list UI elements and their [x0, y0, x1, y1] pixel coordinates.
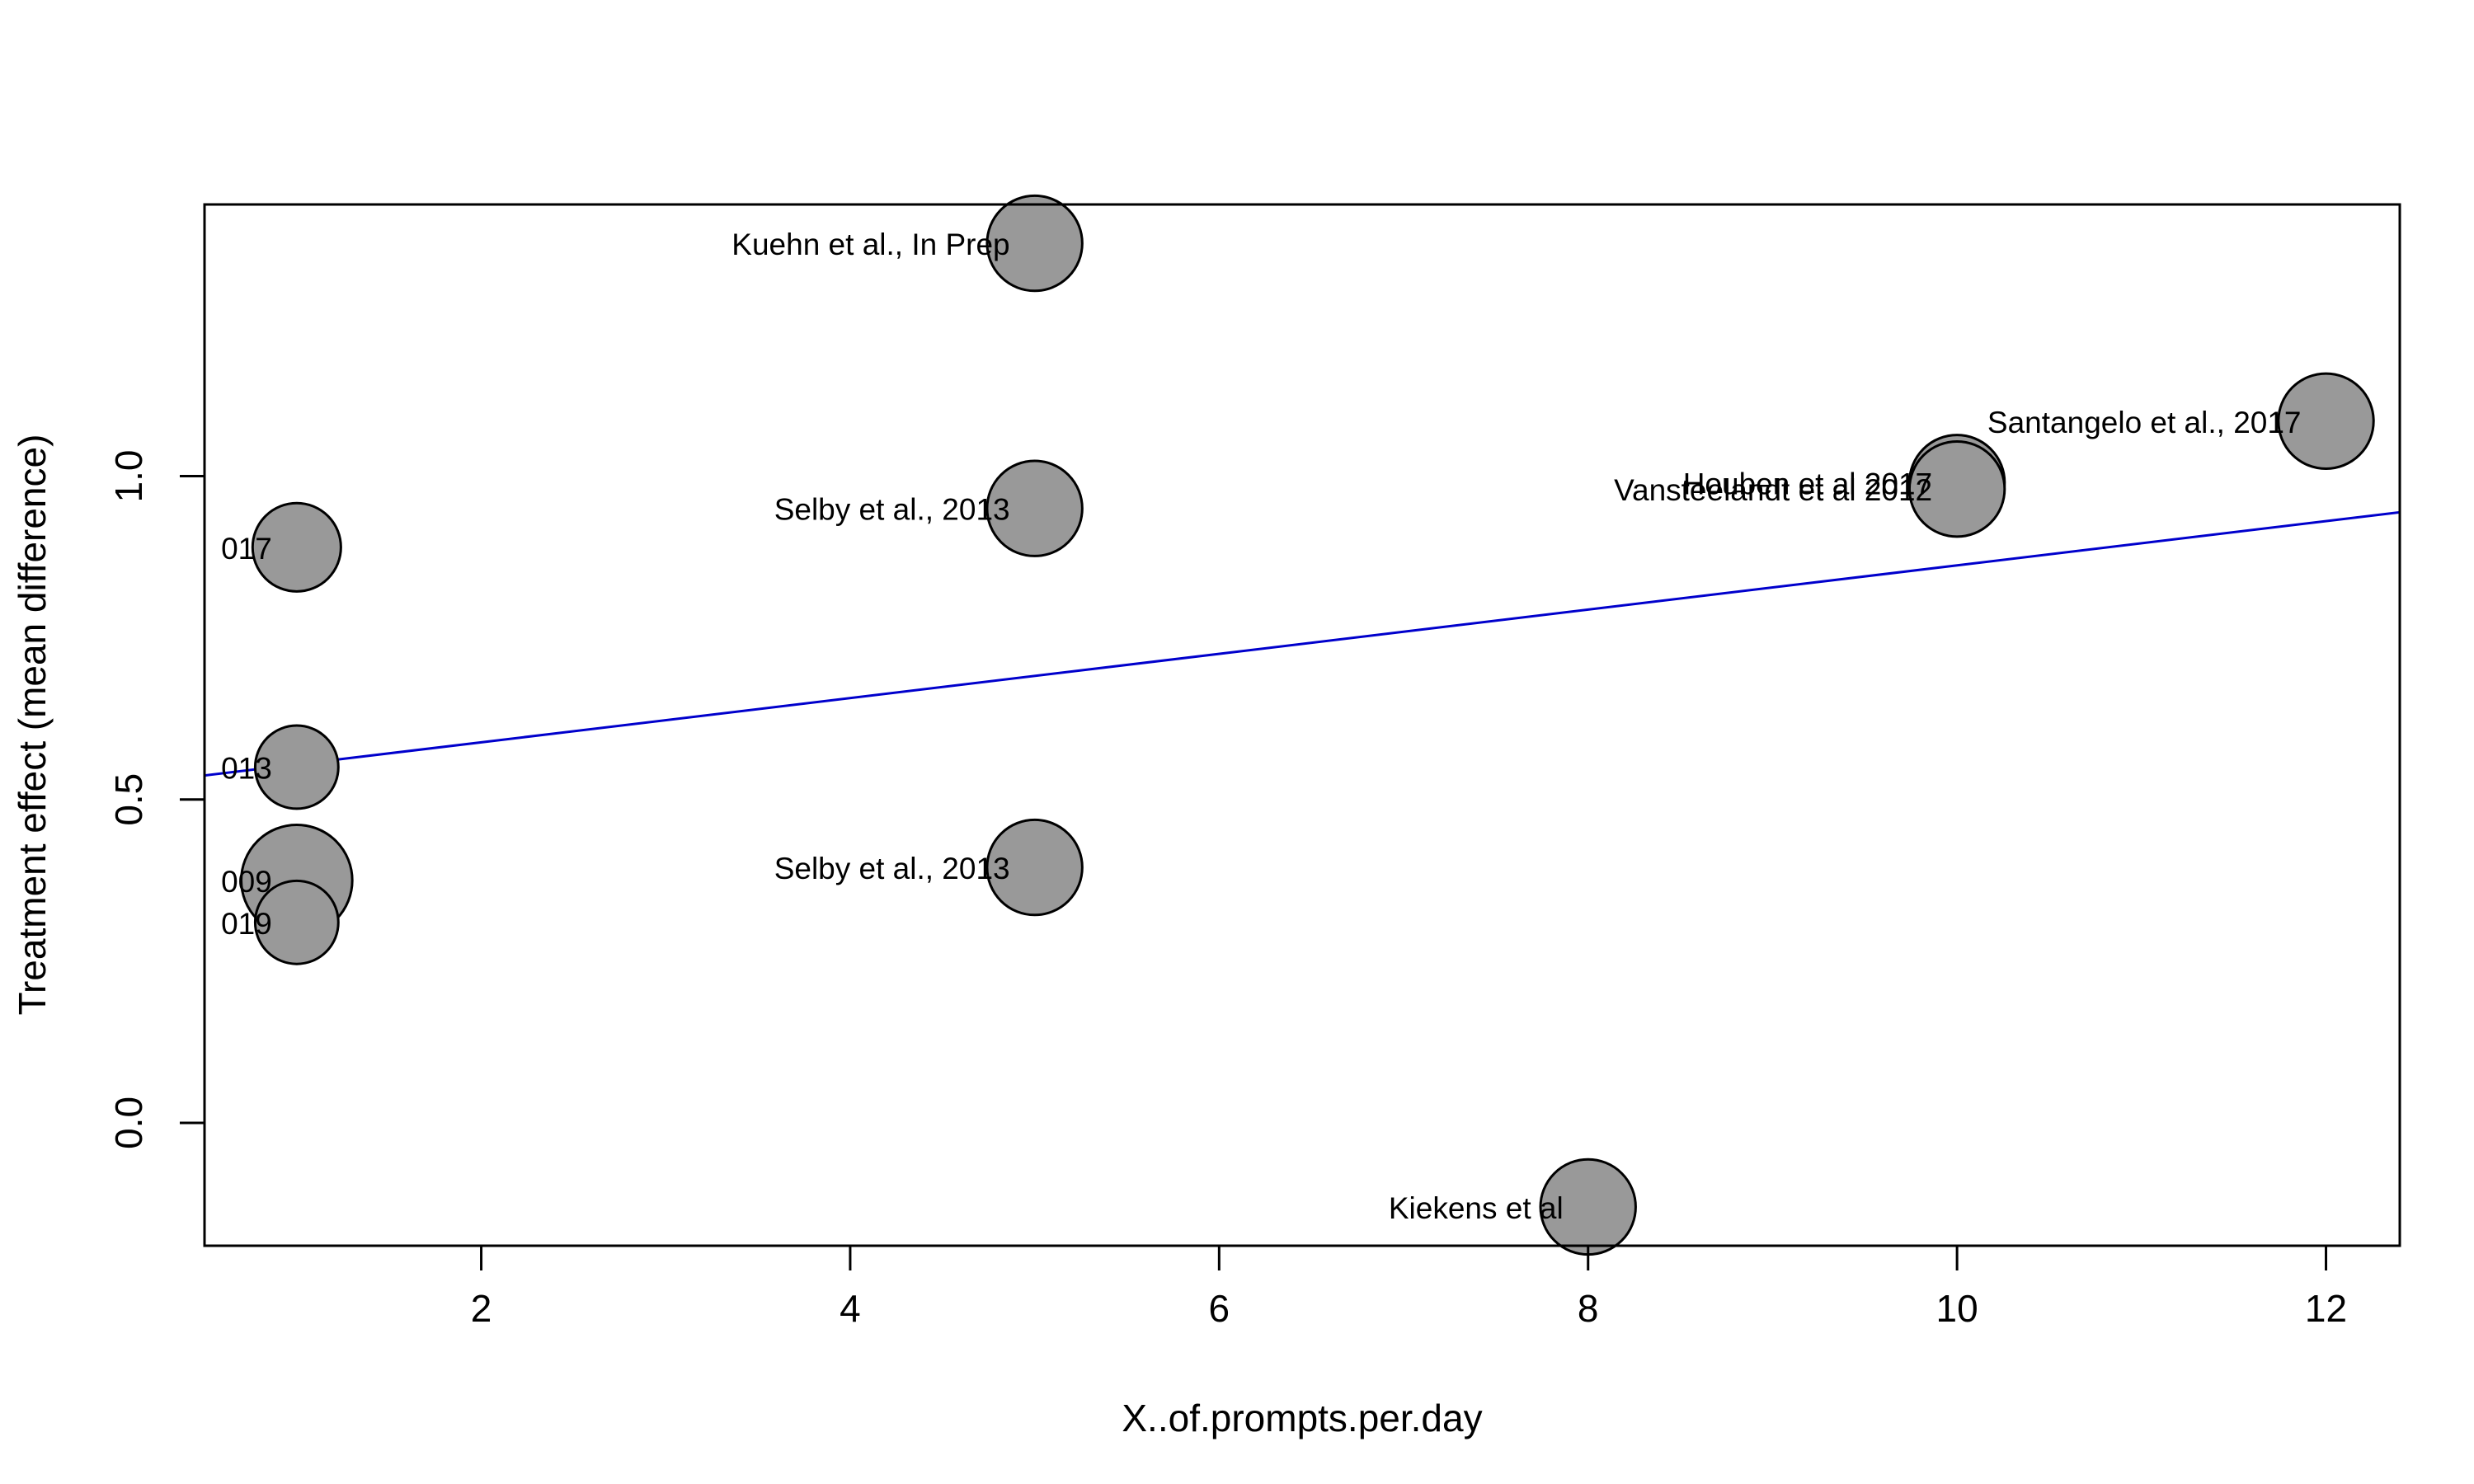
regression-line-group: [205, 510, 2400, 777]
y-axis: 0.0 0.5 1.0: [107, 450, 205, 1149]
study-label: Selby et al., 2013: [774, 493, 1010, 527]
data-point: [985, 194, 1084, 293]
plot-frame: [203, 203, 2401, 1247]
study-label: 013: [221, 751, 272, 785]
data-point: [985, 459, 1084, 557]
x-tick-label: 4: [840, 1287, 861, 1330]
y-tick-label: 1.0: [107, 450, 150, 503]
study-label: Houben et al 2017: [1683, 467, 1932, 500]
study-label: Vansteelandt et al 2012: [1614, 473, 1932, 507]
study-label: 019: [221, 907, 272, 941]
study-label: 017: [221, 532, 272, 566]
plot-area: 017 013 009 019 Kuehn et al., In Prep Selby e…: [203, 194, 2401, 1256]
x-tick-label: 8: [1578, 1287, 1599, 1330]
data-points: [240, 194, 2375, 1256]
regression-line: [205, 510, 2400, 777]
x-axis: 2 4 6 8 10 12: [471, 1246, 2347, 1330]
study-label: Santangelo et al., 2017: [1987, 406, 2302, 439]
data-point: [2277, 372, 2375, 470]
x-tick-label: 12: [2305, 1287, 2347, 1330]
study-label: Kuehn et al., In Prep: [731, 228, 1009, 261]
y-tick-label: 0.5: [107, 773, 150, 826]
data-point: [1907, 439, 2006, 538]
y-axis-label: Treatment effect (mean difference): [11, 434, 54, 1016]
study-label: 009: [221, 865, 272, 899]
study-label: Kiekens et al: [1389, 1191, 1564, 1225]
point-labels: 017 013 009 019 Kuehn et al., In Prep Selby e…: [221, 228, 2301, 1225]
x-axis-label: X..of.prompts.per.day: [1122, 1397, 1482, 1439]
data-point: [253, 879, 340, 965]
data-point: [251, 501, 342, 593]
data-point: [985, 818, 1084, 917]
y-tick-label: 0.0: [107, 1097, 150, 1149]
x-tick-label: 10: [1936, 1287, 1978, 1330]
study-label: Selby et al., 2013: [774, 852, 1010, 885]
x-tick-label: 2: [471, 1287, 492, 1330]
x-tick-label: 6: [1209, 1287, 1230, 1330]
data-point: [253, 724, 340, 810]
